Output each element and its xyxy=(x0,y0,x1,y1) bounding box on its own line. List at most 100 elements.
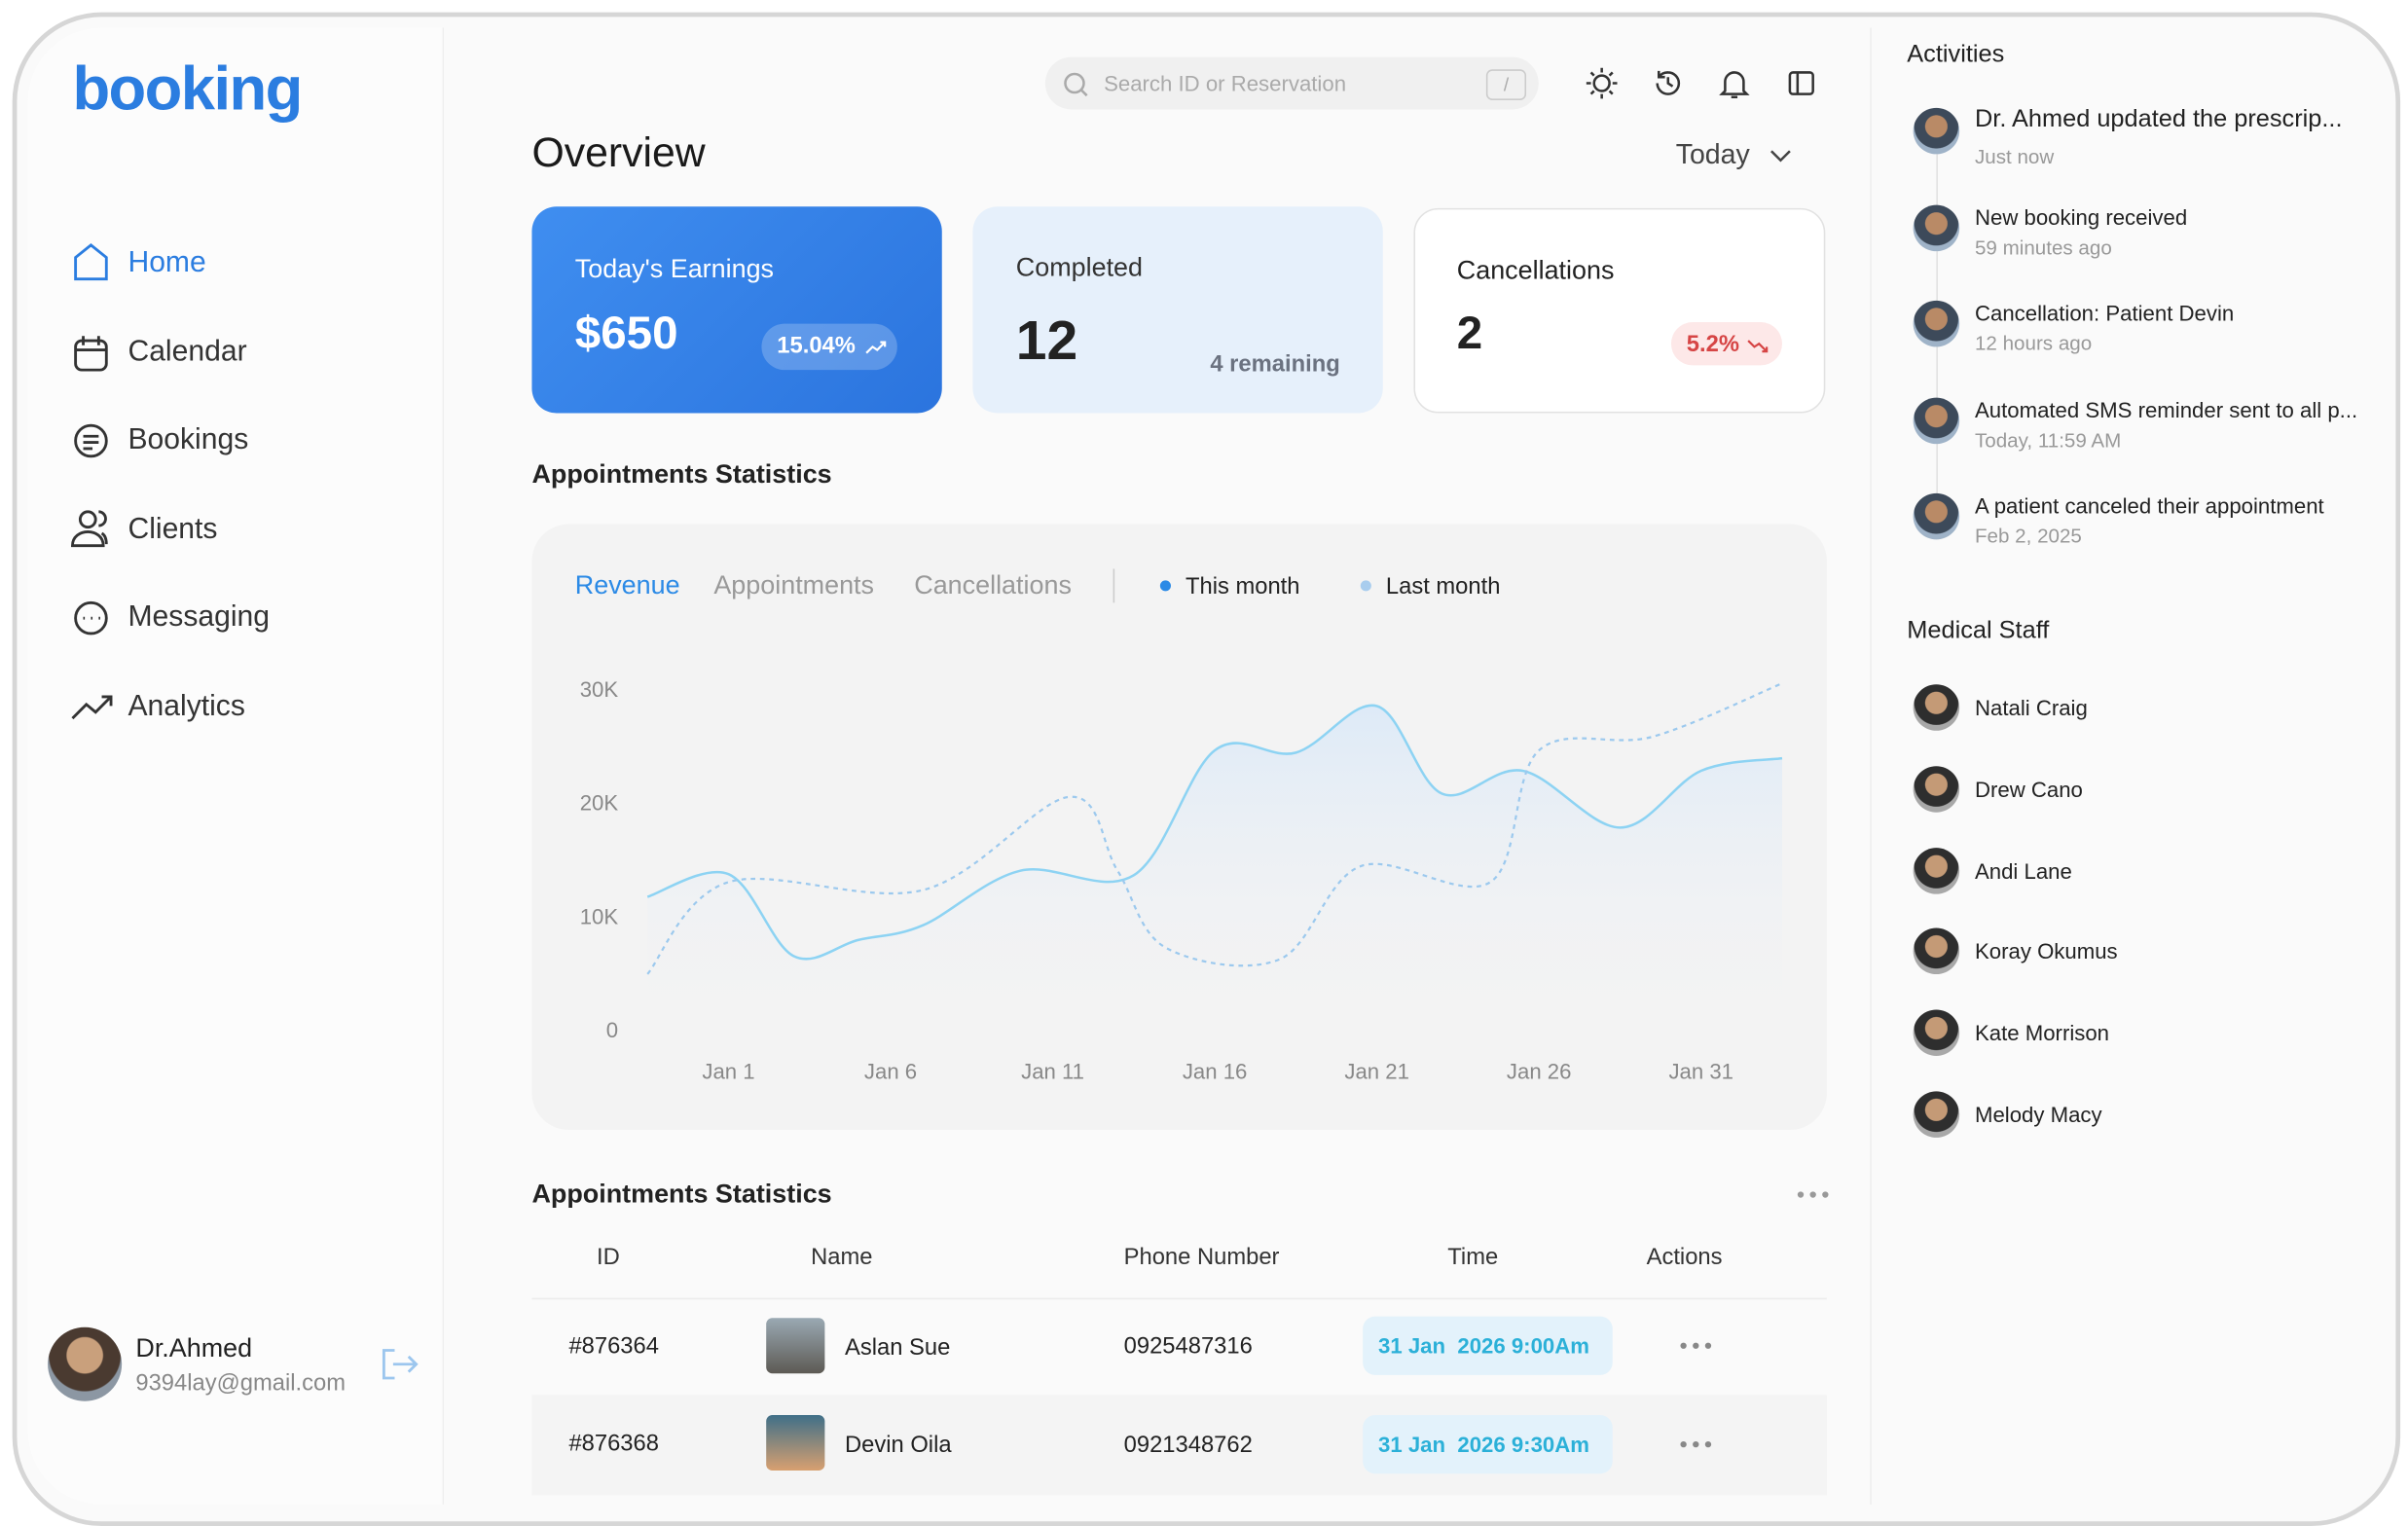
theme-icon[interactable] xyxy=(1592,74,1611,92)
cancellations-card[interactable] xyxy=(1413,207,1826,414)
calendar-icon xyxy=(74,339,108,372)
panel-divider xyxy=(1870,27,1872,1505)
client-photo xyxy=(766,1415,825,1472)
staff-avatar xyxy=(1913,1091,1960,1138)
nav-item[interactable]: Calendar xyxy=(128,336,247,369)
nav-item[interactable]: Home xyxy=(128,246,206,279)
activity-text: Automated SMS reminder sent to all p... xyxy=(1974,396,2358,422)
user-email: 9394lay@gmail.com xyxy=(135,1370,346,1398)
client-photo xyxy=(766,1318,825,1374)
divider xyxy=(1113,568,1115,603)
legend-label: Last month xyxy=(1386,573,1501,600)
completed-card[interactable] xyxy=(972,206,1383,414)
activity-avatar xyxy=(1913,107,1960,155)
nav-icons xyxy=(71,243,113,720)
chart-tab[interactable]: Revenue xyxy=(574,570,680,600)
section-title: Appointments Statistics xyxy=(531,1179,832,1209)
cell: #876364 xyxy=(568,1333,659,1360)
history-icon[interactable] xyxy=(1656,70,1681,95)
cell: 0925487316 xyxy=(1123,1333,1253,1360)
chart-tab[interactable]: Cancellations xyxy=(914,570,1072,600)
cell: 31 Jan 2026 9:00Am xyxy=(1378,1333,1589,1359)
toolbar-icons xyxy=(1586,67,1814,99)
chart-tab[interactable]: Appointments xyxy=(713,570,874,600)
search-placeholder: Search ID or Reservation xyxy=(1104,70,1347,96)
nav-item[interactable]: Bookings xyxy=(128,423,249,456)
bell-icon[interactable] xyxy=(1719,71,1750,99)
activity-time: Just now xyxy=(1974,144,2055,168)
staff-avatar xyxy=(1913,847,1960,894)
card-title: Completed xyxy=(1015,252,1144,282)
column-header: Name xyxy=(811,1244,873,1271)
staff-avatar xyxy=(1913,1009,1960,1057)
staff-name: Andi Lane xyxy=(1974,857,2072,883)
activity-text: New booking received xyxy=(1974,203,2188,230)
logo[interactable]: booking xyxy=(72,55,303,124)
earnings-card[interactable] xyxy=(531,206,942,414)
home-icon xyxy=(74,243,108,281)
line-chart: 0 10K 20K 30K Jan 1 Jan 6 Jan 11 Jan 16 Jan 21 Ja… xyxy=(580,573,1783,1084)
staff-avatar xyxy=(1913,684,1960,731)
user-avatar xyxy=(48,1326,123,1401)
legend-label: This month xyxy=(1186,573,1299,600)
trend-down-icon xyxy=(1747,340,1769,353)
search-shortcut: / xyxy=(1485,69,1527,100)
row-actions[interactable] xyxy=(1677,1436,1714,1452)
series-line xyxy=(646,704,1783,961)
x-tick-label: Jan 11 xyxy=(1021,1060,1084,1084)
x-tick-label: Jan 26 xyxy=(1507,1060,1572,1084)
chevron xyxy=(1770,150,1791,163)
x-tick-label: Jan 16 xyxy=(1183,1060,1248,1084)
panel-title: Medical Staff xyxy=(1907,618,2050,645)
time-chip xyxy=(1363,1316,1613,1375)
nav-item[interactable]: Messaging xyxy=(128,600,271,634)
cell: #876368 xyxy=(568,1430,659,1457)
row-separator xyxy=(531,1297,1827,1300)
legend-dot xyxy=(1159,580,1171,592)
y-tick-label: 30K xyxy=(580,677,619,702)
badge-text: 5.2% xyxy=(1686,331,1739,358)
x-tick-label: Jan 31 xyxy=(1668,1060,1733,1084)
y-tick-label: 20K xyxy=(580,791,619,816)
card-value: $650 xyxy=(574,308,678,360)
nav-item[interactable]: Clients xyxy=(128,513,218,546)
activity-avatar xyxy=(1913,396,1960,444)
logout-icon[interactable] xyxy=(380,1346,420,1383)
series-line xyxy=(646,682,1783,975)
x-tick-label: Jan 6 xyxy=(864,1060,917,1084)
legend-dot xyxy=(1360,580,1371,592)
column-header: Time xyxy=(1447,1244,1499,1271)
card-value: 12 xyxy=(1015,308,1078,372)
messaging-icon xyxy=(74,600,108,636)
staff-avatar xyxy=(1913,928,1960,975)
badge xyxy=(761,323,897,371)
cell: 31 Jan 2026 9:30Am xyxy=(1378,1432,1589,1457)
nav-item[interactable]: Analytics xyxy=(128,690,245,723)
section-title: Appointments Statistics xyxy=(531,459,832,490)
staff-name: Drew Cano xyxy=(1974,776,2083,802)
overview-title: Overview xyxy=(531,129,706,176)
column-header: ID xyxy=(596,1244,620,1271)
activity-time: 12 hours ago xyxy=(1974,331,2093,355)
bookings-icon xyxy=(74,423,108,458)
row-actions[interactable] xyxy=(1677,1338,1714,1354)
badge-text: 15.04% xyxy=(777,333,856,360)
activity-time: Today, 11:59 AM xyxy=(1974,427,2122,452)
y-tick-label: 0 xyxy=(606,1018,618,1042)
badge xyxy=(1670,322,1782,366)
search-icon xyxy=(1064,72,1088,97)
trend-up-icon xyxy=(865,341,887,354)
more-icon[interactable] xyxy=(1795,1187,1832,1203)
user-name: Dr.Ahmed xyxy=(135,1333,253,1363)
activity-text: Dr. Ahmed updated the prescrip... xyxy=(1974,106,2343,133)
search-box[interactable] xyxy=(1044,56,1539,110)
panel-icon[interactable] xyxy=(1788,71,1814,95)
sidebar xyxy=(27,27,445,1505)
activity-avatar xyxy=(1913,300,1960,347)
period-select[interactable]: Today xyxy=(1675,138,1750,170)
column-header: Actions xyxy=(1646,1244,1723,1271)
card-title: Today's Earnings xyxy=(574,254,775,284)
x-tick-label: Jan 21 xyxy=(1344,1060,1409,1084)
